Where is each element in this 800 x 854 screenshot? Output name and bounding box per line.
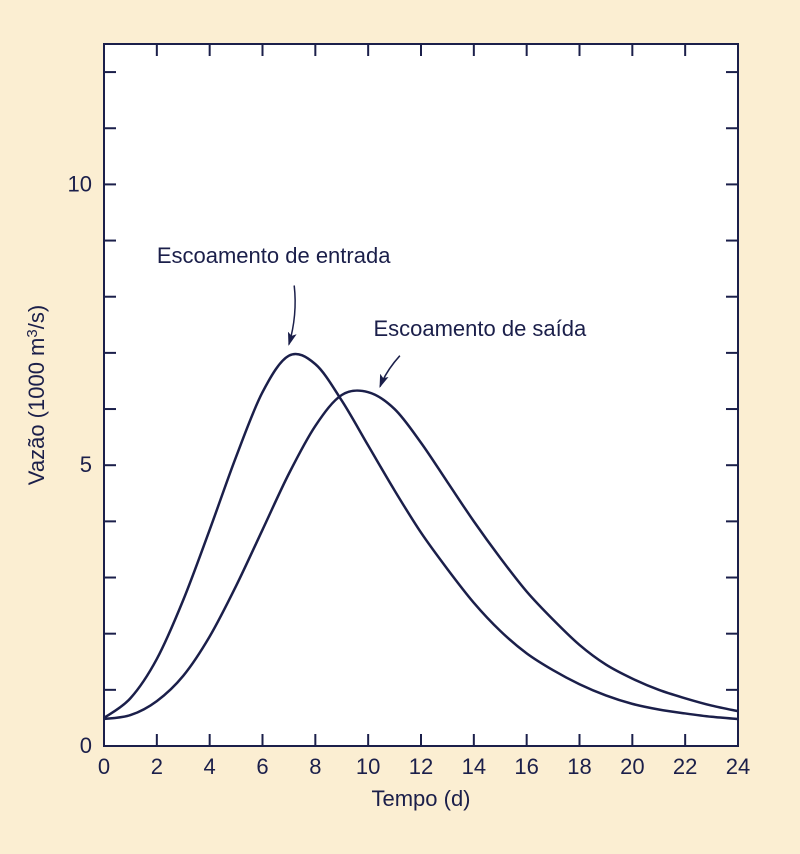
x-tick-label: 16: [514, 754, 538, 779]
x-tick-label: 14: [462, 754, 486, 779]
x-tick-label: 2: [151, 754, 163, 779]
x-tick-label: 10: [356, 754, 380, 779]
y-tick-label: 5: [80, 452, 92, 477]
x-axis-label: Tempo (d): [371, 786, 470, 811]
annotation-saida: Escoamento de saída: [373, 316, 587, 341]
y-tick-label: 10: [68, 171, 92, 196]
y-tick-label: 0: [80, 733, 92, 758]
x-tick-label: 22: [673, 754, 697, 779]
x-tick-label: 4: [204, 754, 216, 779]
annotation-entrada: Escoamento de entrada: [157, 243, 391, 268]
hydrograph-chart: 024681012141618202224Tempo (d)0510Vazão …: [0, 0, 800, 854]
x-tick-label: 18: [567, 754, 591, 779]
x-tick-label: 20: [620, 754, 644, 779]
x-tick-label: 12: [409, 754, 433, 779]
plot-bg: [104, 44, 738, 746]
x-tick-label: 8: [309, 754, 321, 779]
x-tick-label: 0: [98, 754, 110, 779]
chart-container: { "canvas": { "width": 800, "height": 85…: [0, 0, 800, 854]
x-tick-label: 24: [726, 754, 750, 779]
x-tick-label: 6: [256, 754, 268, 779]
